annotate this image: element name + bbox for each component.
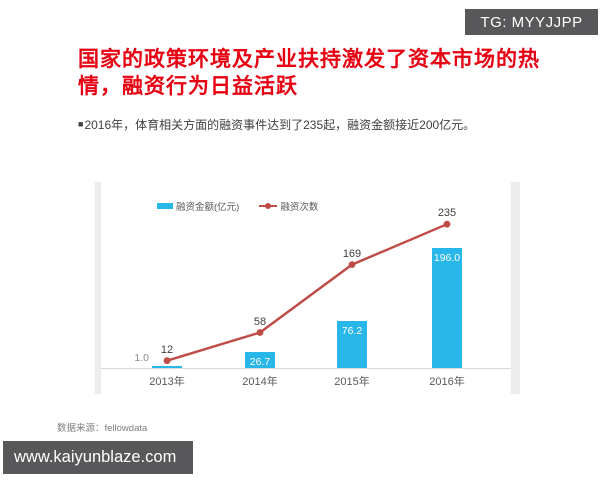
line-point-label: 12 <box>160 343 174 356</box>
bar-value-label: 196.0 <box>433 252 461 264</box>
line-point-marker <box>348 261 356 268</box>
line-series-dot-icon <box>265 203 272 209</box>
bullet-square-icon: ■ <box>78 119 84 129</box>
line-point-marker <box>256 329 264 336</box>
page-title-line2: 情，融资行为日益活跃 <box>78 75 298 98</box>
watermark-url: www.kaiyunblaze.com <box>14 448 177 466</box>
x-axis-label: 2015年 <box>334 376 370 388</box>
x-axis-label: 2014年 <box>242 376 278 388</box>
legend-label-amount: 融资金额(亿元) <box>176 202 240 213</box>
line-point-marker <box>163 357 171 365</box>
funding-combo-chart: 融资金额(亿元) 融资次数 1.0 2013年 12 26.7 2014年 58 76.2 2… <box>95 182 520 394</box>
line-point-marker <box>443 220 451 228</box>
bar-2013年 <box>152 366 182 368</box>
x-axis-label: 2016年 <box>429 376 465 388</box>
summary-bullet-text: 2016年，体育相关方面的融资事件达到了235起，融资金额接近200亿元。 <box>84 118 476 132</box>
line-point-label: 169 <box>342 247 362 260</box>
page-title-line1: 国家的政策环境及产业扶持激发了资本市场的热 <box>78 48 540 71</box>
x-axis-label: 2013年 <box>149 376 185 388</box>
bar-2015年 <box>337 321 367 368</box>
line-point-label: 235 <box>437 207 457 220</box>
legend-item-amount: 融资金额(亿元) <box>157 199 239 213</box>
bar-value-label: 1.0 <box>134 352 149 364</box>
data-source-note: 数据来源：fellowdata <box>57 423 148 434</box>
line-series-swatch-icon <box>259 203 278 209</box>
bar-2016年 <box>432 248 462 368</box>
bar-value-label: 76.2 <box>341 325 363 337</box>
summary-bullet: ■2016年，体育相关方面的融资事件达到了235起，融资金额接近200亿元。 <box>78 116 548 133</box>
bar-value-label: 26.7 <box>249 356 271 368</box>
watermark-bar: www.kaiyunblaze.com <box>3 441 193 474</box>
legend-label-count: 融资次数 <box>280 202 319 213</box>
tg-badge: TG: MYYJJPP <box>465 9 598 35</box>
page-title: 国家的政策环境及产业扶持激发了资本市场的热 情，融资行为日益活跃 <box>78 46 568 100</box>
legend-item-count: 融资次数 <box>259 199 318 213</box>
x-axis-baseline <box>101 368 511 369</box>
bar-2014年 <box>245 352 275 368</box>
line-series <box>163 220 451 365</box>
bar-series-swatch-icon <box>157 203 173 209</box>
tg-badge-text: TG: MYYJJPP <box>480 13 583 31</box>
line-point-label: 58 <box>253 315 267 328</box>
chart-legend: 融资金额(亿元) 融资次数 <box>157 199 318 213</box>
